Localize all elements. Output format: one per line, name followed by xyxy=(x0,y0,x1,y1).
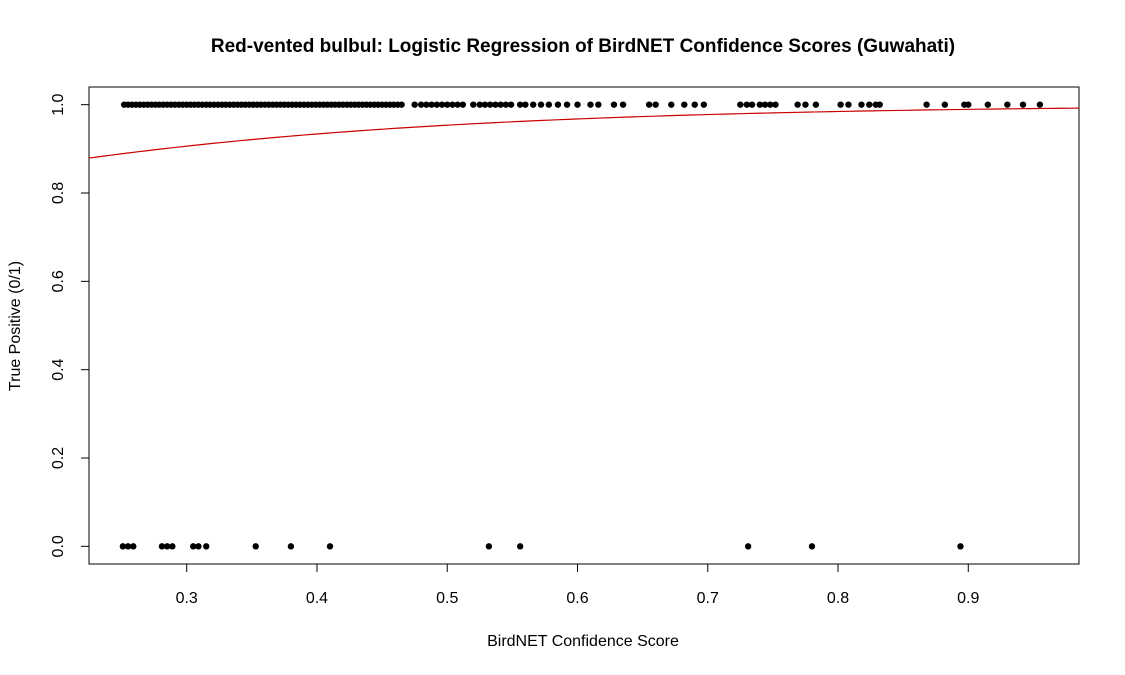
data-point xyxy=(190,543,197,550)
data-point xyxy=(476,101,483,108)
data-point xyxy=(866,101,873,108)
data-point xyxy=(252,543,259,550)
chart-title: Red-vented bulbul: Logistic Regression o… xyxy=(211,36,955,57)
y-tick-label: 0.4 xyxy=(50,358,67,380)
data-point xyxy=(619,101,627,108)
data-point xyxy=(767,101,774,108)
data-point xyxy=(563,101,571,108)
data-point xyxy=(610,101,618,108)
fit-layer xyxy=(88,107,1080,159)
data-point xyxy=(595,101,602,108)
data-point xyxy=(502,101,510,108)
data-point xyxy=(507,101,515,108)
data-point xyxy=(287,543,295,550)
data-point xyxy=(587,101,594,108)
data-point xyxy=(411,101,418,108)
data-point xyxy=(761,101,769,108)
data-point xyxy=(941,101,949,108)
y-tick-label: 0.0 xyxy=(50,535,67,557)
x-tick-label: 0.3 xyxy=(176,590,198,607)
data-point xyxy=(743,101,751,108)
data-point xyxy=(984,101,992,108)
data-point xyxy=(691,101,698,108)
data-point xyxy=(470,101,477,108)
data-point xyxy=(668,101,675,108)
data-point xyxy=(876,101,883,108)
data-point xyxy=(203,543,210,550)
data-point xyxy=(1004,101,1011,108)
data-point xyxy=(554,101,562,108)
data-point xyxy=(438,101,446,108)
data-point xyxy=(454,101,461,108)
data-point xyxy=(744,543,752,550)
x-tick-label: 0.5 xyxy=(436,590,458,607)
data-point xyxy=(163,543,171,550)
data-point xyxy=(545,101,553,108)
x-tick-label: 0.9 xyxy=(957,590,979,607)
data-point xyxy=(700,101,708,108)
data-point xyxy=(124,543,132,550)
logistic-fit-line xyxy=(88,107,1080,159)
data-point xyxy=(417,101,425,108)
data-point xyxy=(158,543,166,550)
data-point xyxy=(492,101,499,108)
data-point xyxy=(195,543,202,550)
data-point xyxy=(681,101,688,108)
y-tick-label: 0.6 xyxy=(50,270,67,292)
data-point xyxy=(522,101,529,108)
data-point xyxy=(497,101,504,108)
x-tick-label: 0.7 xyxy=(697,590,719,607)
data-point xyxy=(858,101,865,108)
data-point xyxy=(529,101,537,108)
data-point xyxy=(326,543,334,550)
data-point xyxy=(428,101,435,108)
data-point xyxy=(459,101,467,108)
x-tick-label: 0.8 xyxy=(827,590,849,607)
data-point xyxy=(433,101,441,108)
data-point xyxy=(130,543,137,550)
data-point xyxy=(1019,101,1027,108)
x-axis-label: BirdNET Confidence Score xyxy=(487,633,679,650)
data-point xyxy=(756,101,764,108)
data-point xyxy=(812,101,820,108)
y-tick-label: 0.8 xyxy=(50,182,67,204)
y-axis-label: True Positive (0/1) xyxy=(7,261,24,391)
data-point xyxy=(965,101,972,108)
y-axis: 0.0 0.2 0.4 0.6 0.8 1.0 xyxy=(50,93,90,557)
y-tick-label: 0.2 xyxy=(50,447,67,469)
x-tick-label: 0.6 xyxy=(566,590,588,607)
data-point xyxy=(487,101,494,108)
data-point xyxy=(923,101,930,108)
data-point xyxy=(794,101,801,108)
x-axis: 0.3 0.4 0.5 0.6 0.7 0.8 0.9 xyxy=(176,563,979,607)
data-point xyxy=(748,101,756,108)
data-point xyxy=(516,101,524,108)
data-point xyxy=(169,543,176,550)
y-tick-label: 1.0 xyxy=(50,93,67,115)
data-point xyxy=(772,101,779,108)
data-point xyxy=(802,101,809,108)
data-point xyxy=(845,101,852,108)
data-point xyxy=(652,101,659,108)
data-point xyxy=(516,543,524,550)
x-tick-label: 0.4 xyxy=(306,590,328,607)
data-point xyxy=(737,101,744,108)
data-point xyxy=(537,101,545,108)
data-point xyxy=(574,101,581,108)
data-point xyxy=(485,543,493,550)
data-point xyxy=(398,101,405,108)
data-point xyxy=(1036,101,1044,108)
data-point xyxy=(423,101,430,108)
data-point xyxy=(645,101,653,108)
points-layer xyxy=(119,101,1044,550)
data-point xyxy=(837,101,844,108)
data-point xyxy=(957,543,964,550)
plot-frame xyxy=(88,86,1080,565)
data-point xyxy=(481,101,489,108)
data-point xyxy=(444,101,451,108)
data-point xyxy=(449,101,456,108)
data-point xyxy=(119,543,127,550)
data-point xyxy=(808,543,816,550)
